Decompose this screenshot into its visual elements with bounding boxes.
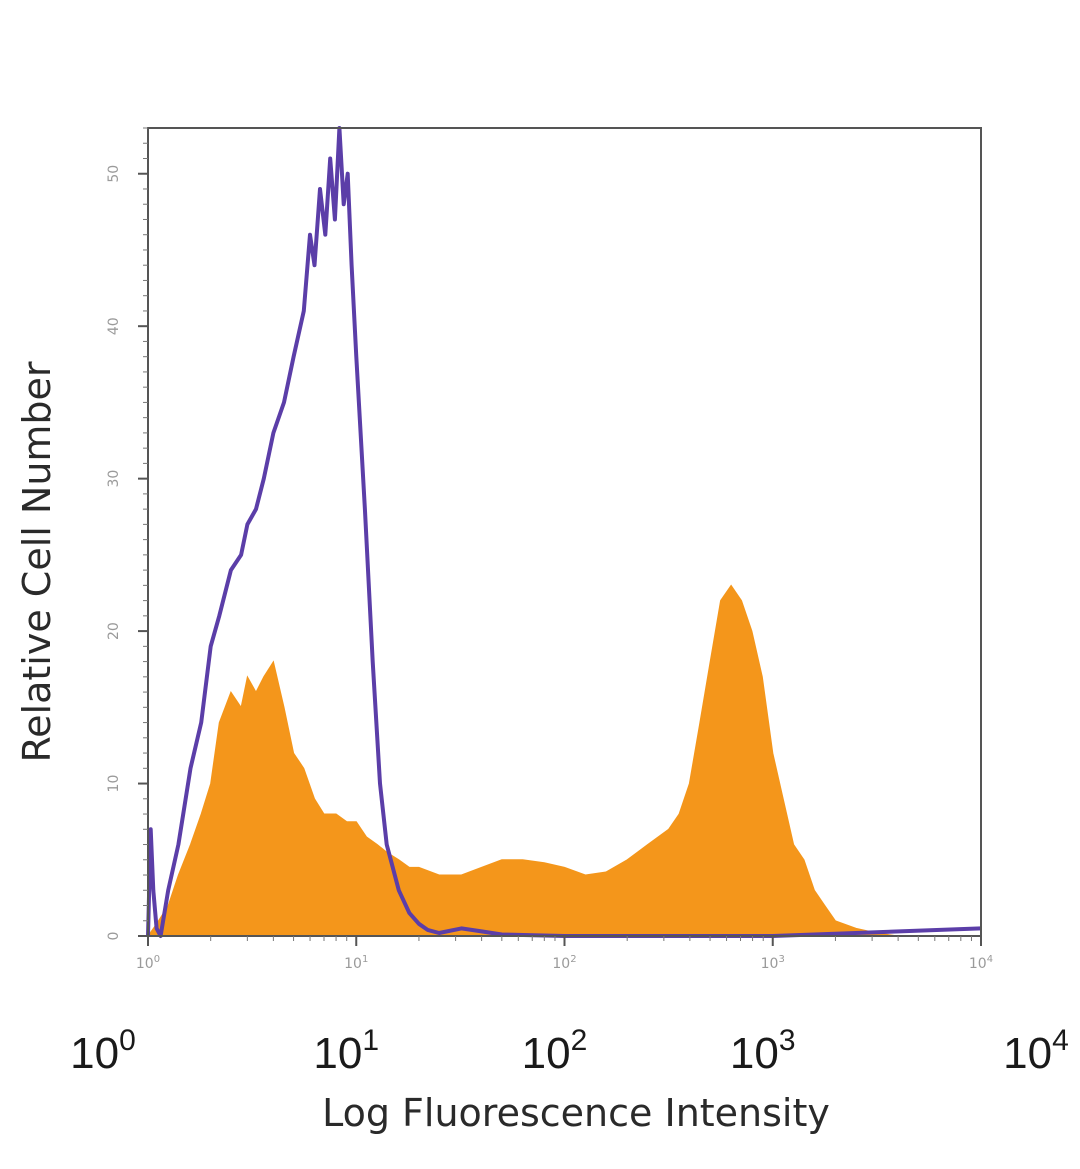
y-tick-label: 10 — [106, 775, 122, 793]
x-tick-label-small: 102 — [552, 954, 576, 972]
x-tick-label: 104 — [1003, 1024, 1069, 1078]
y-tick-label: 0 — [106, 932, 122, 941]
axis-layer: 0 10 20 30 40 50 100 100 101 101 102 102 103 103 104 10… — [70, 127, 1069, 1078]
stained-histogram-area — [147, 584, 981, 937]
x-tick-label: 102 — [522, 1024, 588, 1078]
x-axis-title: Log Fluorescence Intensity — [322, 1091, 830, 1135]
x-tick-label: 100 — [70, 1024, 136, 1078]
y-axis-title: Relative Cell Number — [15, 361, 59, 762]
x-tick-label: 101 — [313, 1024, 379, 1078]
x-tick-label-small: 103 — [761, 954, 785, 972]
y-tick-label: 50 — [106, 165, 122, 183]
y-tick-label: 20 — [106, 622, 122, 640]
x-tick-label: 103 — [730, 1024, 796, 1078]
y-tick-label: 30 — [106, 470, 122, 488]
x-tick-label-small: 104 — [969, 954, 993, 972]
control-histogram-line — [146, 126, 982, 938]
x-tick-label-small: 100 — [136, 954, 160, 972]
x-tick-label-small: 101 — [344, 954, 368, 972]
y-tick-label: 40 — [106, 317, 122, 335]
series-layer — [146, 126, 982, 938]
